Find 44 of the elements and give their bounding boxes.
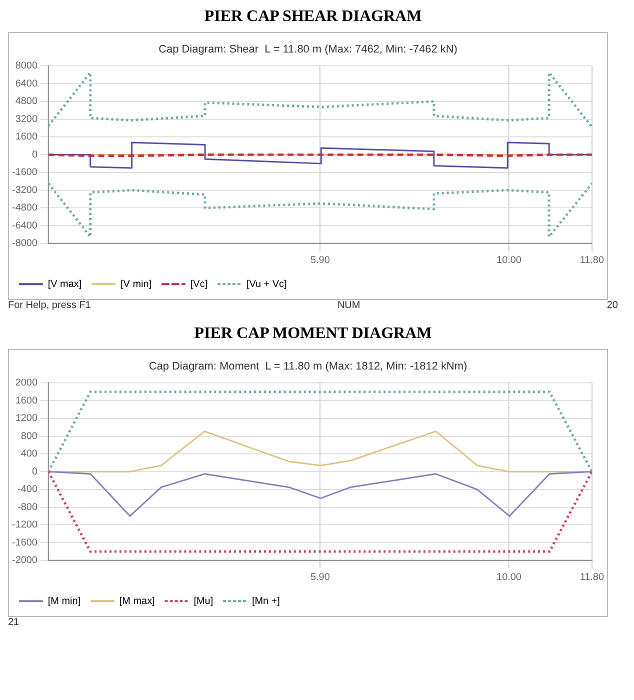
y-tick-label: -4800 (12, 202, 38, 214)
y-tick-label: -3200 (12, 184, 38, 196)
text: 20 (606, 300, 618, 311)
legend-label: [Mn +] (252, 596, 280, 607)
y-tick-label: 6400 (15, 78, 38, 90)
legend-label: [Vu + Vc] (246, 278, 287, 290)
text: For Help, press F1 (8, 300, 91, 311)
y-tick-label: -1600 (12, 167, 38, 178)
legend-label: [V max] (48, 278, 82, 290)
text: 21 (8, 617, 20, 628)
y-tick-label: 800 (20, 430, 38, 442)
chart-subtitle: Cap Diagram: Shear L = 11.80 m (Max: 7462, Min: -7462 kN) (158, 44, 458, 56)
chart-subtitle: Cap Diagram: Moment L = 11.80 m (Max: 1812, Min: -1812 kNm) (148, 360, 468, 372)
y-tick-label: 1600 (15, 132, 38, 143)
text: NUM (337, 300, 360, 311)
y-tick-label: 2000 (15, 378, 38, 389)
y-tick-label: -1200 (12, 520, 38, 531)
y-tick-label: 400 (20, 448, 38, 460)
x-tick-label: 11.80 (580, 572, 604, 584)
y-tick-label: 0 (32, 149, 38, 160)
chart-title: PIER CAP MOMENT DIAGRAM (193, 325, 433, 343)
x-tick-label: 10.00 (496, 572, 522, 584)
y-tick-label: -8000 (12, 238, 38, 250)
legend-label: [M min] (48, 596, 81, 607)
chart-title: PIER CAP SHEAR DIAGRAM (203, 8, 423, 26)
y-tick-label: -800 (18, 502, 38, 513)
legend-label: [Vc] (190, 278, 208, 290)
legend-label: [M max] (119, 596, 156, 607)
legend-label: [Mu] (194, 596, 214, 607)
y-tick-label: 1600 (15, 395, 38, 406)
y-tick-label: 3200 (15, 114, 38, 125)
y-tick-label: -6400 (12, 220, 38, 232)
y-tick-label: 8000 (15, 60, 38, 72)
x-tick-label: 11.80 (580, 255, 604, 266)
x-tick-label: 5.90 (310, 255, 330, 266)
y-tick-label: 1200 (15, 413, 38, 424)
x-tick-label: 10.00 (496, 255, 522, 266)
y-tick-label: 0 (32, 466, 38, 478)
y-tick-label: -2000 (12, 555, 38, 566)
y-tick-label: -1600 (12, 537, 38, 548)
y-tick-label: -400 (18, 484, 38, 496)
legend-label: [V min] (120, 278, 152, 290)
y-tick-label: 4800 (15, 96, 38, 108)
x-tick-label: 5.90 (310, 572, 330, 584)
